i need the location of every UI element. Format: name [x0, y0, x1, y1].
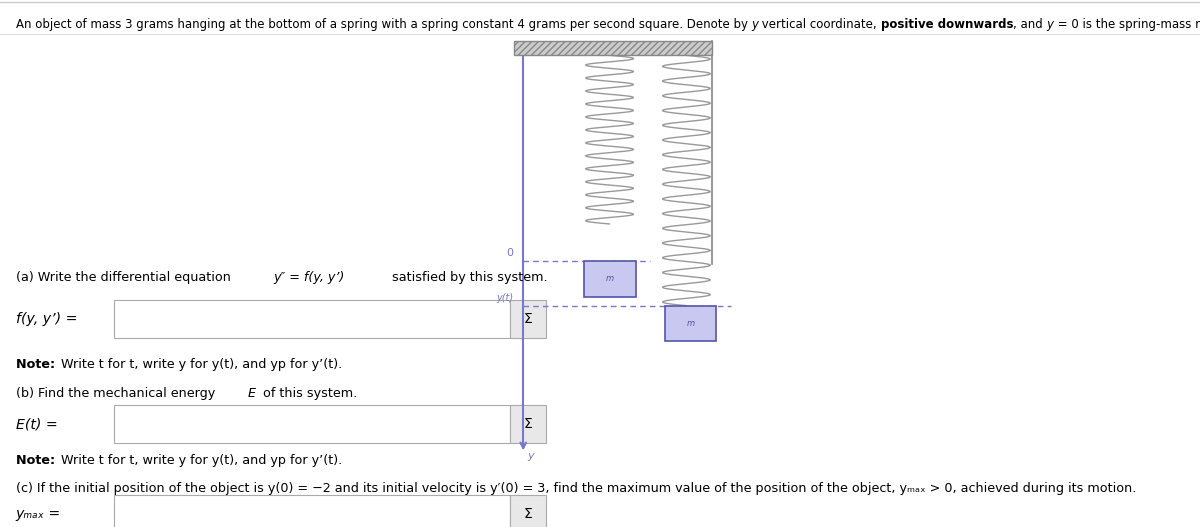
Text: (c) If the initial position of the object is y(0) = −2 and its initial velocity : (c) If the initial position of the objec… — [16, 482, 1136, 495]
FancyBboxPatch shape — [114, 300, 510, 338]
Text: m: m — [686, 319, 695, 328]
Text: Σ: Σ — [523, 507, 533, 521]
Text: f(y, y’) =: f(y, y’) = — [16, 312, 77, 326]
Text: An object of mass 3 grams hanging at the bottom of a spring with a spring consta: An object of mass 3 grams hanging at the… — [16, 18, 751, 32]
Bar — [514, 41, 712, 55]
Text: of this system.: of this system. — [259, 387, 358, 401]
Text: Σ: Σ — [523, 312, 533, 326]
Text: (a) Write the differential equation: (a) Write the differential equation — [16, 271, 234, 285]
Text: yₘₐₓ =: yₘₐₓ = — [16, 507, 61, 521]
Text: y: y — [751, 18, 758, 32]
Text: Note:: Note: — [16, 358, 59, 372]
FancyBboxPatch shape — [114, 495, 510, 527]
FancyBboxPatch shape — [114, 405, 510, 443]
Text: = 0 is the spring-mass resting position.: = 0 is the spring-mass resting position. — [1054, 18, 1200, 32]
Text: E: E — [247, 387, 256, 401]
Text: y: y — [527, 451, 534, 461]
Text: positive downwards: positive downwards — [881, 18, 1013, 32]
FancyBboxPatch shape — [665, 306, 716, 341]
Text: Σ: Σ — [523, 417, 533, 431]
Text: y″ = f(y, y’): y″ = f(y, y’) — [274, 271, 344, 285]
FancyBboxPatch shape — [510, 405, 546, 443]
FancyBboxPatch shape — [510, 300, 546, 338]
Text: Write t for t, write y for y(t), and yp for y’(t).: Write t for t, write y for y(t), and yp … — [61, 454, 342, 467]
Text: 0: 0 — [506, 248, 514, 258]
Text: E(t) =: E(t) = — [16, 417, 58, 431]
FancyBboxPatch shape — [584, 261, 636, 297]
FancyBboxPatch shape — [510, 495, 546, 527]
Text: y: y — [1046, 18, 1054, 32]
Text: y(t): y(t) — [497, 293, 514, 303]
Text: Note:: Note: — [16, 454, 59, 467]
Text: (b) Find the mechanical energy: (b) Find the mechanical energy — [16, 387, 218, 401]
Text: Write t for t, write y for y(t), and yp for y’(t).: Write t for t, write y for y(t), and yp … — [61, 358, 342, 372]
Text: vertical coordinate,: vertical coordinate, — [758, 18, 881, 32]
Text: , and: , and — [1013, 18, 1046, 32]
Text: satisfied by this system.: satisfied by this system. — [388, 271, 547, 285]
Text: m: m — [606, 274, 614, 284]
